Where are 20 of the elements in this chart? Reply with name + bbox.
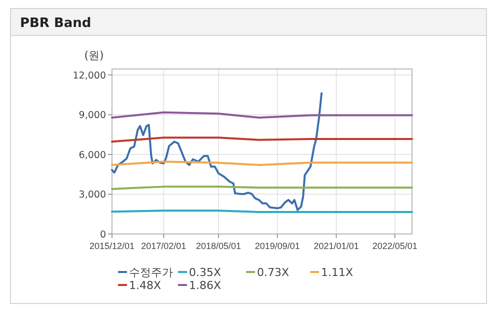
legend-label: 1.86X xyxy=(189,279,222,292)
y-axis-title: (원) xyxy=(84,49,104,62)
x-tick-label: 2015/12/01 xyxy=(89,241,135,251)
x-tick-label: 2018/05/01 xyxy=(196,241,241,251)
x-tick-label: 2017/02/01 xyxy=(141,241,186,251)
y-tick-label: 6,000 xyxy=(78,150,106,161)
y-tick-label: 0 xyxy=(100,230,106,240)
legend-label: 0.35X xyxy=(189,266,222,279)
y-tick-label: 3,000 xyxy=(78,190,106,201)
legend-label: 1.11X xyxy=(321,266,354,279)
y-tick-label: 12,000 xyxy=(72,70,106,82)
legend-label: 0.73X xyxy=(257,266,290,279)
y-tick-label: 9,000 xyxy=(78,110,106,122)
x-tick-label: 2019/09/01 xyxy=(254,241,300,251)
chart-title: PBR Band xyxy=(20,16,92,31)
x-tick-label: 2021/01/01 xyxy=(314,241,359,251)
line-series xyxy=(111,92,323,212)
legend-label: 1.48X xyxy=(129,279,162,292)
legend-label: 수정주가 xyxy=(129,266,173,279)
x-tick-label: 2022/05/01 xyxy=(372,241,418,251)
